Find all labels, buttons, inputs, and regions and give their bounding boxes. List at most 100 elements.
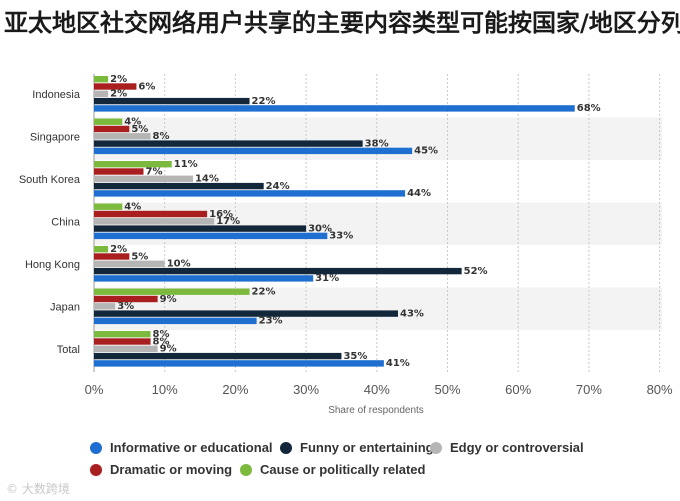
- bar: [94, 232, 328, 240]
- data-label: 22%: [252, 96, 276, 107]
- bar: [94, 147, 413, 155]
- legend-label: Cause or politically related: [260, 462, 426, 477]
- data-label: 23%: [259, 316, 283, 327]
- x-tick-label: 70%: [576, 382, 602, 397]
- bar: [94, 317, 257, 325]
- data-label: 30%: [308, 223, 332, 234]
- legend-item[interactable]: Dramatic or moving: [90, 462, 232, 477]
- bar: [94, 360, 384, 367]
- data-label: 2%: [110, 89, 127, 100]
- data-label: 5%: [131, 251, 148, 262]
- bar: [94, 105, 575, 112]
- bar: [94, 345, 158, 352]
- x-tick-label: 60%: [505, 382, 531, 397]
- category-label: China: [51, 217, 81, 229]
- bar: [94, 310, 399, 317]
- bar: [94, 253, 130, 260]
- data-label: 38%: [365, 138, 389, 149]
- data-label: 17%: [216, 216, 240, 227]
- legend-item[interactable]: Funny or entertaining: [280, 440, 434, 455]
- data-label: 6%: [138, 81, 155, 92]
- x-tick-label: 50%: [434, 382, 460, 397]
- data-label: 8%: [153, 336, 170, 347]
- category-label: Japan: [50, 302, 80, 314]
- data-label: 22%: [252, 287, 276, 298]
- bar: [94, 161, 172, 168]
- data-label: 9%: [160, 344, 177, 355]
- data-label: 43%: [400, 308, 424, 319]
- data-label: 4%: [124, 117, 141, 128]
- legend-item[interactable]: Cause or politically related: [240, 462, 425, 477]
- data-label: 2%: [110, 244, 127, 255]
- legend-item[interactable]: Edgy or controversial: [430, 440, 584, 455]
- category-label: Total: [57, 344, 80, 356]
- data-label: 11%: [174, 159, 198, 170]
- bar: [94, 133, 151, 140]
- bar: [94, 288, 250, 295]
- legend-label: Dramatic or moving: [110, 462, 233, 477]
- data-label: 10%: [167, 259, 191, 270]
- legend-item[interactable]: Informative or educational: [90, 440, 273, 455]
- bar: [94, 90, 109, 97]
- data-label: 68%: [577, 103, 601, 114]
- data-label: 52%: [464, 266, 488, 277]
- legend-label: Informative or educational: [110, 440, 273, 455]
- data-label: 16%: [209, 209, 233, 220]
- bar: [94, 190, 406, 197]
- x-tick-label: 30%: [293, 382, 319, 397]
- bar: [94, 76, 109, 83]
- bar: [94, 225, 307, 232]
- data-label: 9%: [160, 294, 177, 305]
- legend-label: Edgy or controversial: [450, 440, 584, 455]
- bar: [94, 125, 130, 133]
- x-axis-title: Share of respondents: [328, 405, 424, 416]
- legend-marker: [280, 441, 292, 454]
- category-label: Hong Kong: [25, 259, 80, 271]
- bar: [94, 218, 215, 225]
- data-label: 5%: [131, 124, 148, 135]
- bar: [94, 210, 208, 218]
- bar: [94, 83, 137, 90]
- bar: [94, 338, 151, 345]
- bar: [94, 260, 165, 267]
- legend-marker: [430, 441, 442, 454]
- data-label: 3%: [117, 301, 134, 312]
- chart-title: 亚太地区社交网络用户共享的主要内容类型可能按国家/地区分列: [4, 9, 680, 37]
- data-label: 45%: [414, 146, 438, 157]
- bar: [94, 203, 123, 210]
- category-label: Singapore: [30, 132, 80, 144]
- bar: [94, 118, 123, 125]
- data-label: 8%: [153, 131, 170, 142]
- data-label: 31%: [315, 273, 339, 284]
- data-label: 44%: [407, 188, 431, 199]
- bar: [94, 352, 342, 360]
- legend-label: Funny or entertaining: [300, 440, 434, 455]
- data-label: 2%: [110, 74, 127, 85]
- legend-marker: [90, 463, 102, 476]
- bar: [94, 267, 462, 275]
- data-label: 8%: [153, 329, 170, 340]
- category-label: Indonesia: [32, 89, 81, 101]
- legend-marker: [240, 463, 252, 476]
- x-tick-label: 0%: [85, 382, 104, 397]
- bar: [94, 175, 193, 182]
- data-label: 24%: [266, 181, 290, 192]
- bar: [94, 182, 264, 190]
- bar: [94, 168, 144, 175]
- data-label: 41%: [386, 358, 410, 369]
- watermark: © 大数跨境: [6, 482, 70, 496]
- category-label: South Korea: [19, 174, 81, 186]
- bar: [94, 331, 151, 338]
- bar: [94, 246, 109, 253]
- bar: [94, 303, 116, 310]
- bar: [94, 275, 314, 282]
- data-label: 33%: [329, 231, 353, 242]
- data-label: 14%: [195, 174, 219, 185]
- x-tick-label: 40%: [364, 382, 390, 397]
- x-tick-label: 80%: [647, 382, 673, 397]
- bar: [94, 295, 158, 303]
- data-label: 35%: [343, 351, 367, 362]
- bar: [94, 97, 250, 105]
- x-tick-label: 20%: [222, 382, 248, 397]
